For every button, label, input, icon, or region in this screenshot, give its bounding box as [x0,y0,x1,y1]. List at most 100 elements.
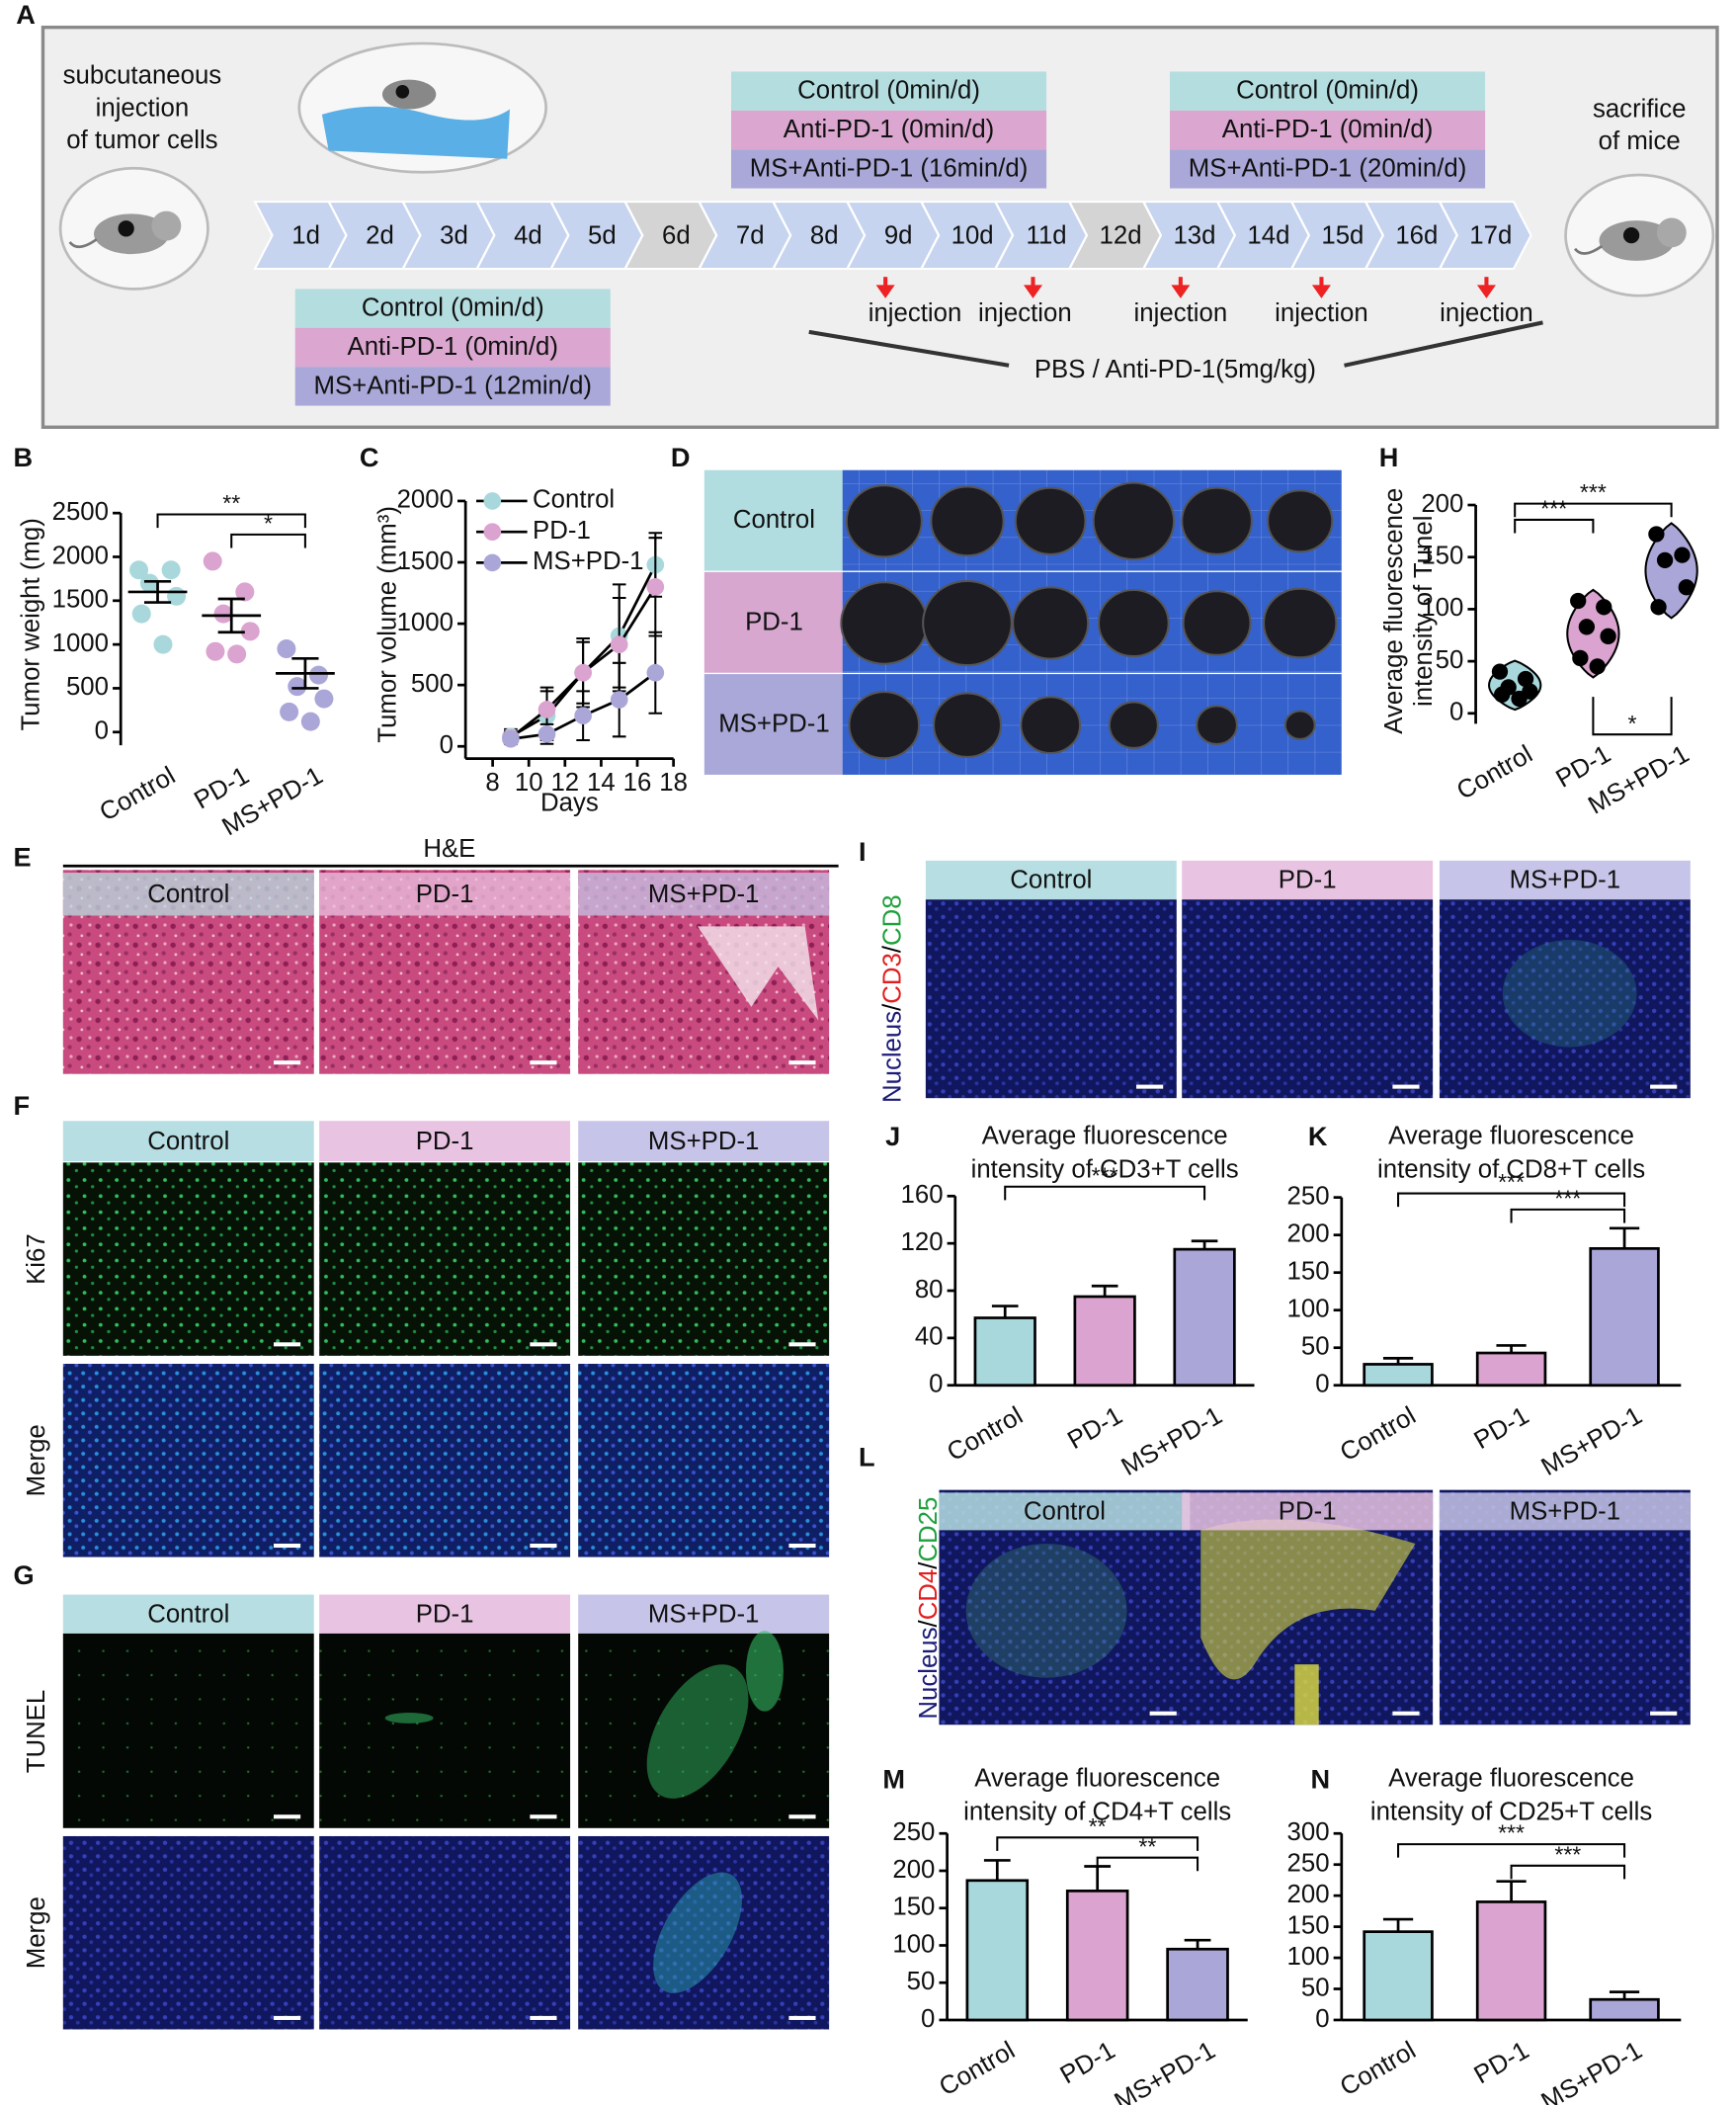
cd-signal [1502,939,1637,1048]
tunel-signal [745,1631,784,1712]
significance-label: *** [1498,1169,1525,1195]
data-point [129,560,149,580]
day-arrow [1438,201,1532,271]
x-tick-label: MS+PD-1 [1116,1401,1226,1480]
y-tick-label: 1000 [397,609,454,636]
start-label: injection [96,94,190,122]
stain-part: / [915,1619,943,1627]
panel-label: L [859,1442,875,1473]
y-axis-label: intensity of Tunel [1410,516,1438,707]
panel-label: N [1311,1763,1331,1794]
y-tick-label: 80 [915,1276,944,1304]
tumor-specimen [1196,705,1238,746]
scale-bar [530,1342,557,1347]
scale-bar [273,2015,301,2020]
merge-signal [653,1872,742,1993]
group-label: MS+Anti-PD-1 (12min/d) [313,372,592,399]
column-header [62,1121,314,1161]
injection-arrowhead [875,285,895,298]
row-label: TUNEL [23,1690,50,1774]
scale-bar [1650,1711,1678,1716]
merge-image [578,1364,830,1558]
header-label: H&E [423,835,475,863]
data-point [1589,658,1606,675]
group-label: Anti-PD-1 (0min/d) [1222,116,1433,143]
column-header [1182,860,1434,900]
y-tick-label: 100 [1421,594,1463,622]
bar [1475,1900,1547,2022]
stain-label: Nucleus/CD4/CD25 [915,1497,943,1720]
data-point [1572,649,1589,667]
x-tick-label: Control [943,1401,1028,1467]
tumor-specimen [933,692,1002,758]
chart-title: Average fluorescence [974,1765,1220,1793]
y-tick-label: 50 [1301,1974,1330,2001]
day-label: 15d [1321,221,1364,249]
column-header [925,860,1177,900]
tumor-specimen [1263,587,1338,659]
y-tick-label: 250 [892,1818,935,1846]
error-bar [1496,1880,1527,1902]
tumor-specimen [1182,590,1252,656]
ki67-image [62,1162,314,1356]
bar [1589,1997,1660,2022]
x-tick-label: 14 [587,769,616,797]
bar [1073,1295,1136,1388]
stain-part: CD4 [915,1569,943,1621]
day-label: 7d [736,221,765,249]
group-cell [294,367,611,406]
significance-label: ** [1138,1833,1156,1859]
significance-bracket [1514,502,1673,518]
data-point [1648,526,1665,543]
scale-bar [1136,1084,1164,1089]
significance-bracket [1397,1192,1626,1208]
legend-label: MS+PD-1 [533,547,643,575]
significance-bracket [1004,1185,1206,1201]
significance-label: *** [1554,1841,1581,1867]
scale-bar [273,1060,301,1065]
tumor-specimen [1181,486,1253,555]
data-point [235,582,255,602]
tunel-signal [384,1713,434,1724]
ki67-image [578,1162,830,1356]
panel-label: K [1308,1121,1328,1151]
data-point [1656,551,1674,569]
if-image [1439,899,1691,1099]
column-label: MS+PD-1 [1510,867,1620,894]
scale-bar [530,1814,557,1819]
significance-label: *** [1554,1185,1581,1211]
legend-label: PD-1 [533,517,591,545]
mouse-tail [68,238,98,248]
stain-part: / [915,1561,943,1569]
column-header [319,1121,571,1161]
tumor-specimen [1092,481,1176,561]
data-point [308,665,328,685]
significance-bracket [156,513,306,529]
legend-label: Control [533,486,615,514]
tumor-photo [842,469,1342,571]
injection-arrowhead [1171,285,1191,298]
y-tick-label: 2000 [52,542,109,569]
data-point [1578,619,1596,635]
merge-image [62,1835,314,2030]
x-tick-label: MS+PD-1 [1536,2037,1646,2105]
data-point [646,663,665,682]
x-tick-label: Control [95,762,180,827]
panel-label: D [671,442,691,472]
column-label: Control [147,1128,229,1155]
day-label: 3d [440,221,468,249]
y-tick-label: 100 [892,1930,935,1958]
y-tick-label: 120 [901,1228,944,1256]
group-cell [1170,149,1486,189]
tunel-image [319,1633,571,1828]
y-tick-label: 0 [1315,2005,1329,2033]
data-point [574,707,592,725]
injection-label: injection [1134,299,1228,327]
mouse-head [1656,217,1687,248]
data-point [139,573,159,593]
day-label: 13d [1173,221,1215,249]
chart-title: intensity of CD4+T cells [963,1799,1231,1826]
injection-label: injection [1275,299,1368,327]
